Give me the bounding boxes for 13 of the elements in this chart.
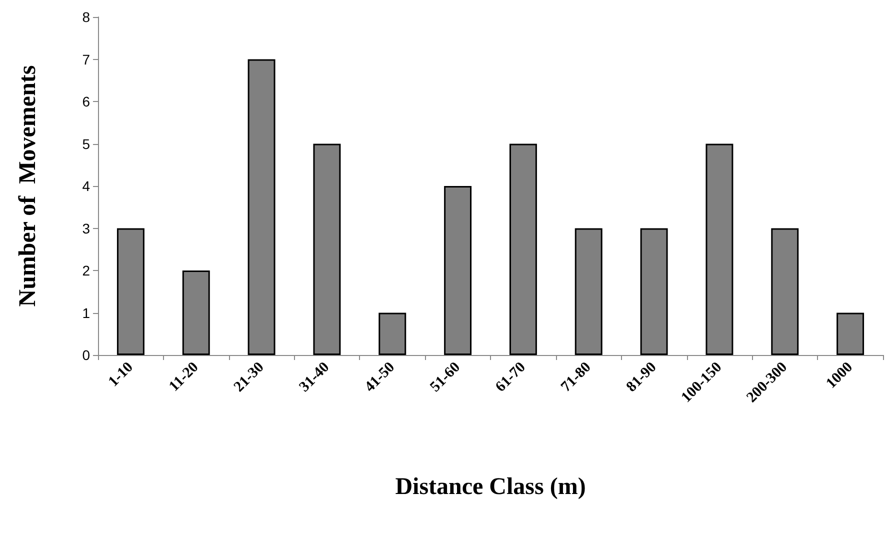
- y-tick-label: 6: [82, 94, 90, 110]
- y-axis-title: Number of Movements: [15, 65, 41, 307]
- y-tick-label: 8: [82, 9, 90, 25]
- y-tick-label: 0: [82, 347, 90, 363]
- y-tick-label: 5: [82, 136, 90, 152]
- x-tick-label: 1000: [823, 359, 856, 392]
- x-tick-label: 1-10: [106, 359, 136, 390]
- y-tick-label: 3: [82, 220, 90, 236]
- y-tick-label: 2: [82, 262, 90, 278]
- x-axis-title: Distance Class (m): [395, 474, 586, 500]
- y-tick-label: 7: [82, 51, 90, 68]
- y-tick-label: 1: [82, 304, 90, 321]
- y-tick-label: 4: [82, 178, 90, 194]
